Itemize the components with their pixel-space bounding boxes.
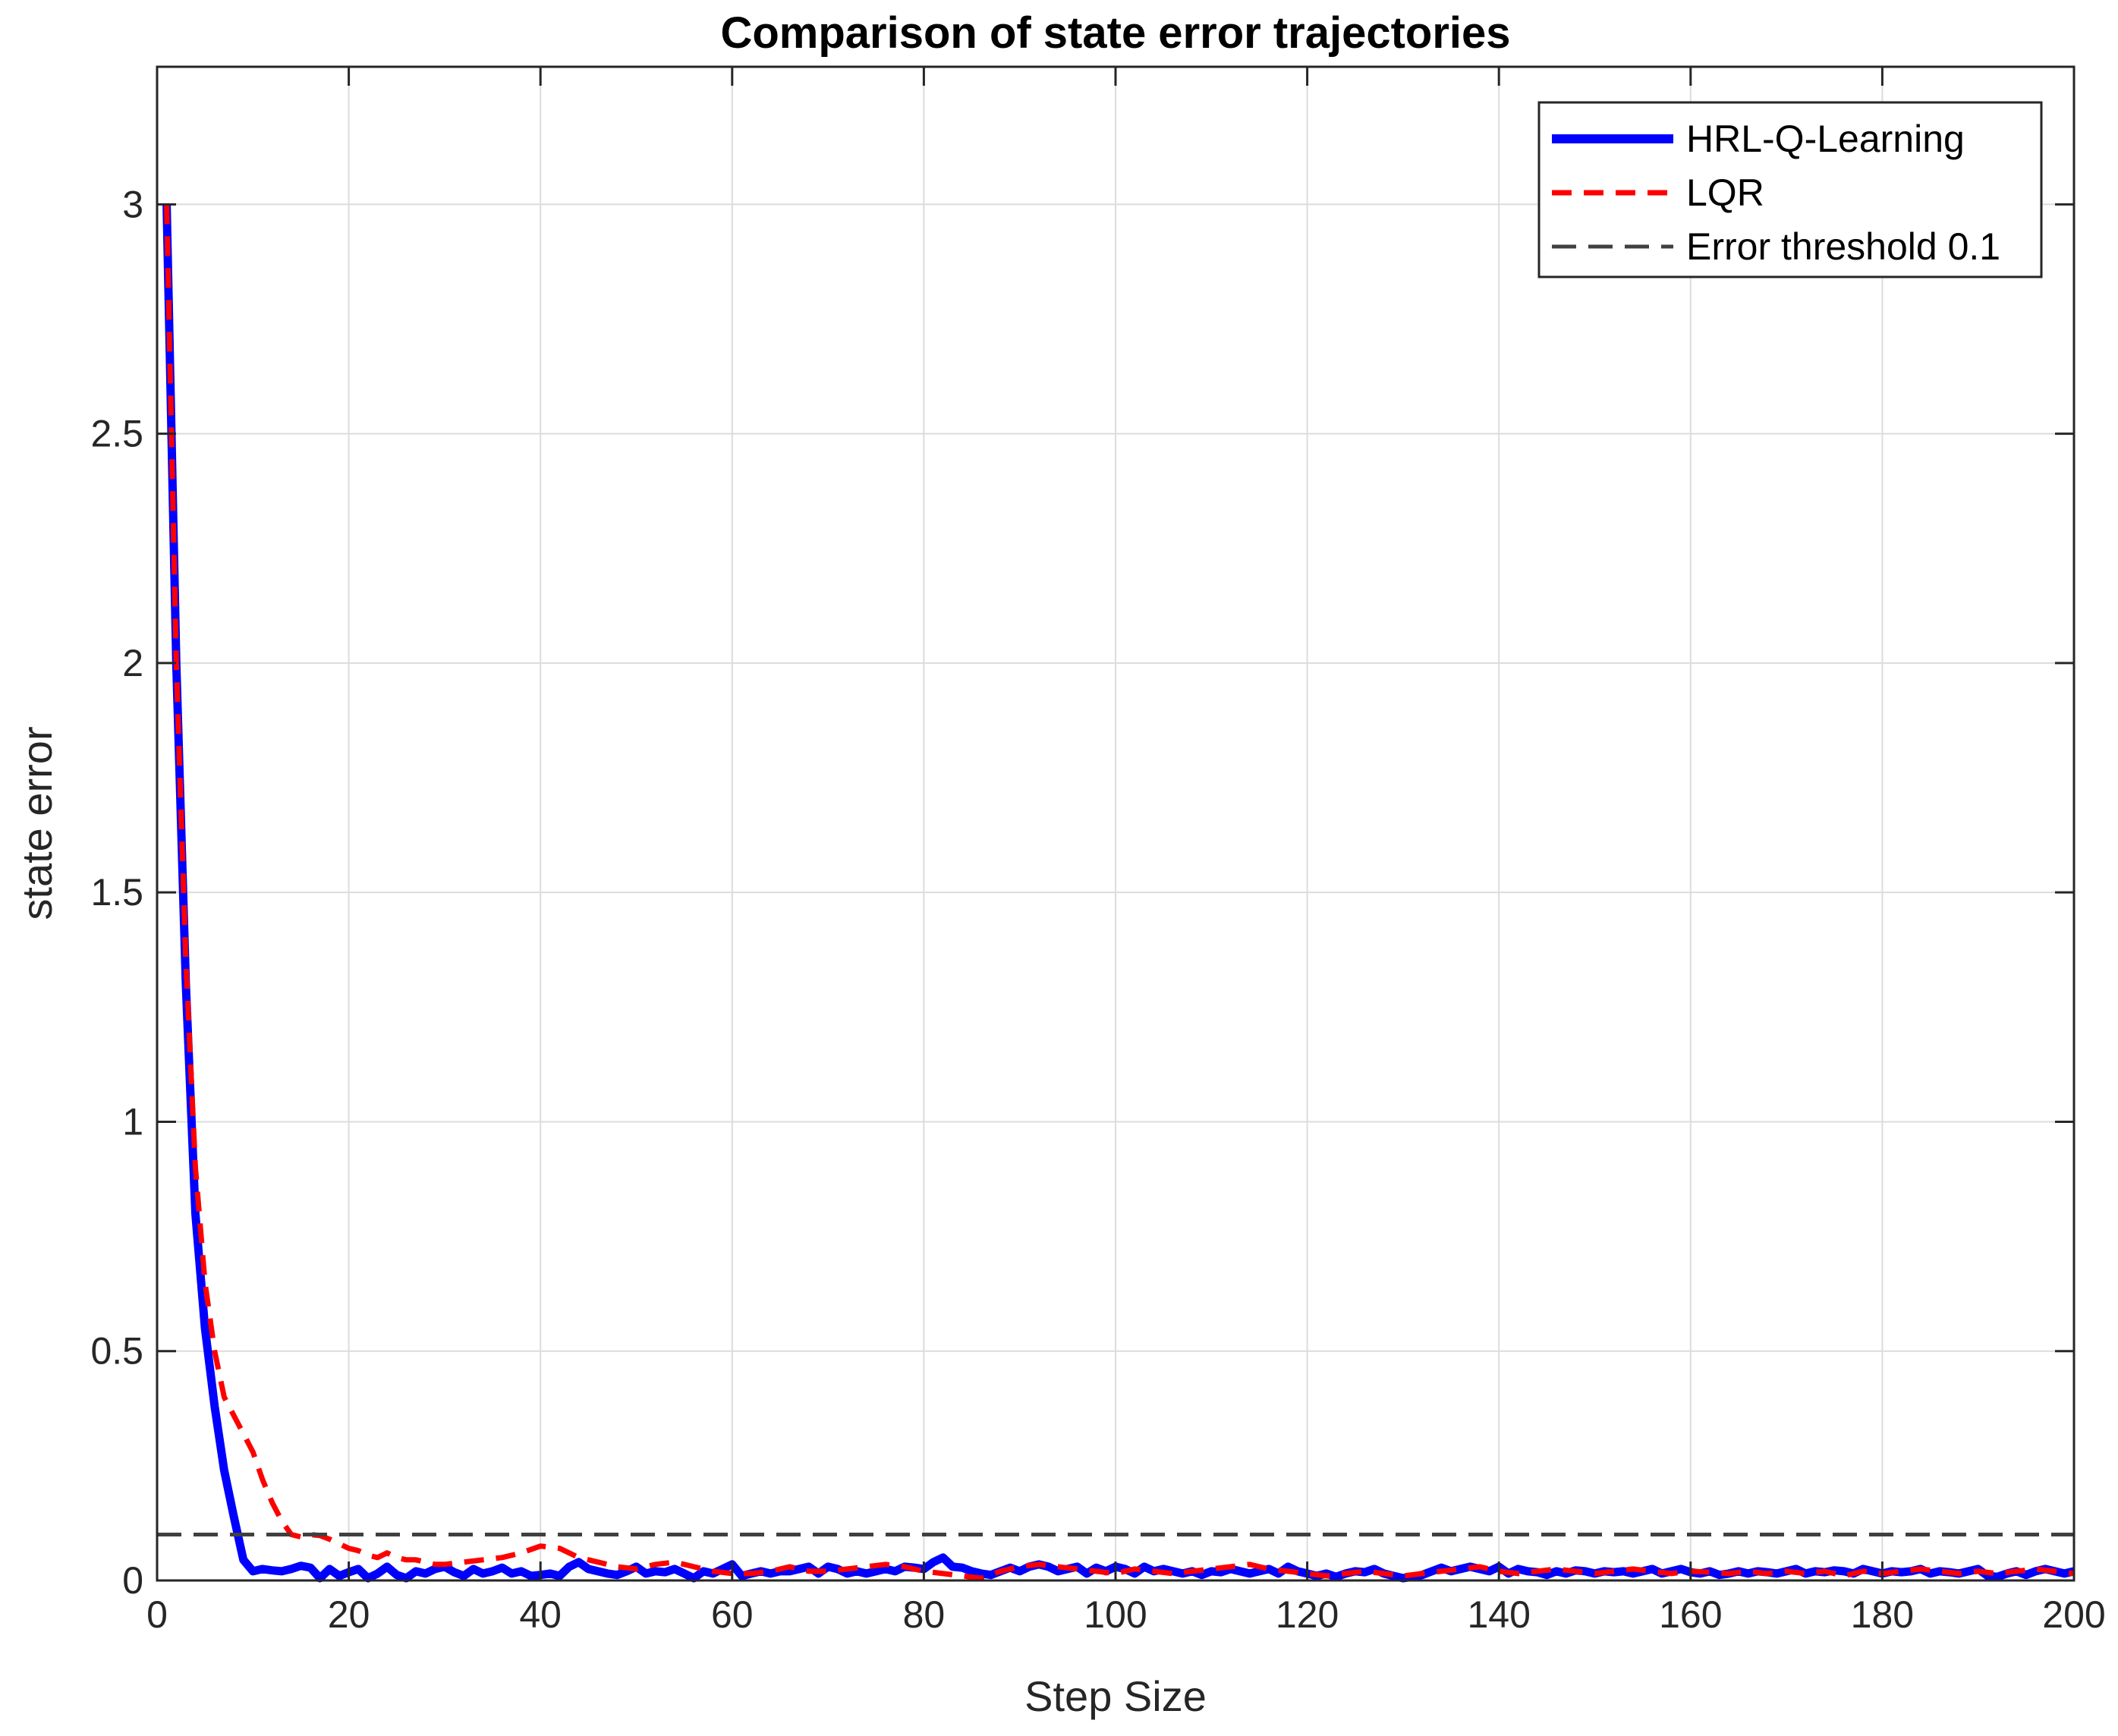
x-tick-label: 160 <box>1659 1593 1722 1636</box>
grid <box>157 67 2074 1580</box>
x-axis-label: Step Size <box>1024 1672 1207 1720</box>
x-tick-label: 200 <box>2042 1593 2105 1636</box>
y-tick-label: 1.5 <box>90 871 143 914</box>
series-line-lqr <box>164 204 2075 1581</box>
x-tick-label: 180 <box>1851 1593 1914 1636</box>
x-tick-label: 20 <box>328 1593 370 1636</box>
y-tick-label: 3 <box>122 183 143 225</box>
chart-title: Comparison of state error trajectories <box>720 8 1511 58</box>
tick-labels: 0 20 40 60 80 100 120 140 160 180 200 0 0.5 1 1.5 2 2.5 3 <box>90 183 2105 1636</box>
x-tick-label: 0 <box>146 1593 168 1636</box>
y-tick-label: 0.5 <box>90 1330 143 1373</box>
x-tick-label: 40 <box>519 1593 562 1636</box>
legend-label-hrl: HRL-Q-Learning <box>1686 118 1965 160</box>
legend-box <box>1537 101 2043 278</box>
y-tick-label: 0 <box>122 1559 143 1602</box>
legend-label-lqr: LQR <box>1686 171 1764 214</box>
x-tick-label: 60 <box>711 1593 754 1636</box>
x-tick-label: 120 <box>1276 1593 1339 1636</box>
y-tick-label: 2 <box>122 642 143 684</box>
x-tick-label: 100 <box>1084 1593 1147 1636</box>
y-tick-label: 1 <box>122 1100 143 1143</box>
legend: HRL-Q-Learning LQR Error threshold 0.1 <box>1537 101 2043 278</box>
series-group <box>157 204 2076 1583</box>
x-tick-label: 140 <box>1467 1593 1530 1636</box>
y-tick-label: 2.5 <box>90 413 143 455</box>
y-axis-label: state error <box>13 726 61 920</box>
axes <box>156 65 2076 1582</box>
legend-label-threshold: Error threshold 0.1 <box>1686 225 2000 268</box>
x-tick-label: 80 <box>903 1593 946 1636</box>
